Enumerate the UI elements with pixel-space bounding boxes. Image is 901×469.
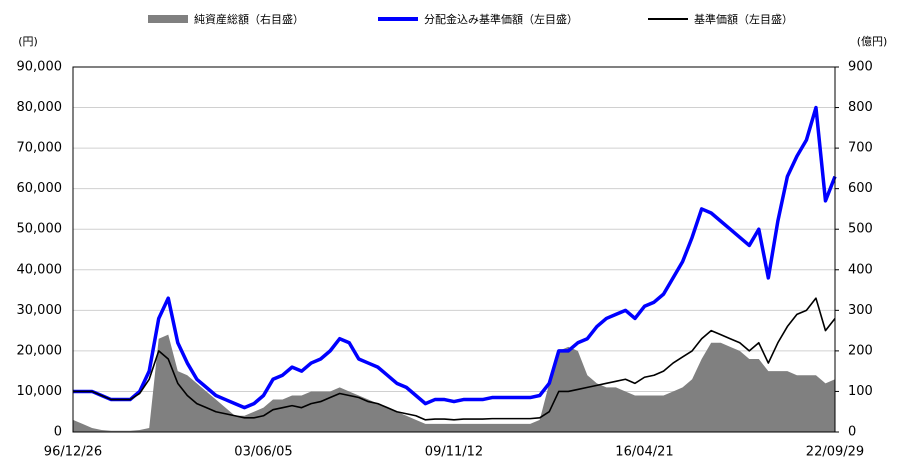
area [73, 334, 835, 432]
y2-axis-label: (億円) [857, 35, 888, 48]
y2-tick-label: 900 [848, 60, 873, 75]
line [73, 105, 837, 410]
legend-label: 分配金込み基準価額（左目盛） [424, 12, 578, 26]
y-tick-label: 30,000 [17, 303, 63, 318]
y-tick-label: 10,000 [17, 384, 63, 399]
legend-swatch [148, 15, 188, 23]
y2-tick-label: 800 [848, 100, 873, 115]
y2-tick-label: 700 [848, 141, 873, 156]
legend-label: 基準価額（左目盛） [694, 12, 793, 26]
y2-tick-label: 100 [848, 384, 873, 399]
x-tick-label: 22/09/29 [806, 445, 864, 460]
y2-tick-label: 500 [848, 222, 873, 237]
y-tick-label: 90,000 [17, 60, 63, 75]
legend-label: 純資産総額（右目盛） [194, 12, 304, 26]
y-tick-label: 20,000 [17, 343, 63, 358]
y-tick-label: 50,000 [17, 222, 63, 237]
x-tick-label: 16/04/21 [615, 445, 673, 460]
line [73, 297, 836, 421]
y2-tick-label: 200 [848, 343, 873, 358]
y2-tick-label: 400 [848, 262, 873, 277]
y-tick-label: 40,000 [17, 262, 63, 277]
x-tick-label: 03/06/05 [234, 445, 292, 460]
y-axis-label: (円) [18, 35, 38, 48]
y2-tick-label: 0 [848, 425, 856, 440]
y-tick-label: 0 [54, 425, 62, 440]
plot-border [72, 66, 836, 433]
x-tick-label: 96/12/26 [44, 445, 102, 460]
y2-tick-label: 300 [848, 303, 873, 318]
y-tick-label: 70,000 [17, 141, 63, 156]
y-tick-label: 80,000 [17, 100, 63, 115]
x-tick-label: 09/11/12 [425, 445, 483, 460]
y-tick-label: 60,000 [17, 181, 63, 196]
y2-tick-label: 600 [848, 181, 873, 196]
